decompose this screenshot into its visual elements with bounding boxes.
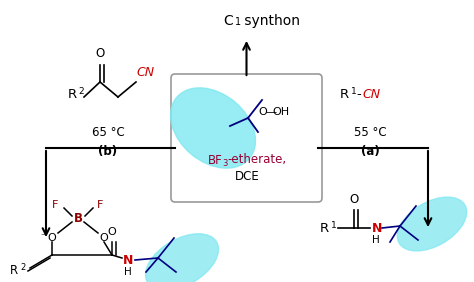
Text: 2: 2 [20,263,25,272]
Text: R: R [320,221,329,235]
Text: synthon: synthon [240,14,300,28]
Ellipse shape [146,234,219,282]
Text: BF: BF [208,153,223,166]
Text: H: H [372,235,380,245]
Text: R: R [68,89,77,102]
FancyBboxPatch shape [171,74,322,202]
Text: O: O [47,233,56,243]
Text: N: N [123,254,133,266]
Text: (b): (b) [99,146,118,158]
Text: O: O [349,193,359,206]
Text: O: O [108,227,117,237]
Text: 1: 1 [235,17,241,27]
Text: 65 °C: 65 °C [91,127,124,140]
Text: 55 °C: 55 °C [354,127,386,140]
Text: F: F [52,200,58,210]
Text: 3: 3 [222,158,228,168]
Text: —: — [265,107,276,117]
Text: C: C [223,14,233,28]
Ellipse shape [171,88,255,168]
Text: R: R [10,263,18,276]
Text: CN: CN [136,66,154,79]
Text: (a): (a) [361,146,379,158]
Text: N: N [372,221,383,235]
Text: F: F [97,200,103,210]
Text: ⁻: ⁻ [40,232,46,242]
Text: O: O [95,47,105,60]
Text: B: B [73,212,82,224]
Text: 1: 1 [351,87,357,96]
Text: -etherate,: -etherate, [227,153,286,166]
Text: CN: CN [362,89,380,102]
Text: 1: 1 [331,221,337,230]
Text: 2: 2 [78,87,83,96]
Text: -: - [356,89,361,102]
Text: DCE: DCE [235,169,259,182]
Text: OH: OH [272,107,289,117]
Text: R: R [340,89,349,102]
Ellipse shape [397,197,467,251]
Text: O: O [258,107,267,117]
Text: H: H [124,267,132,277]
Text: O: O [100,233,109,243]
